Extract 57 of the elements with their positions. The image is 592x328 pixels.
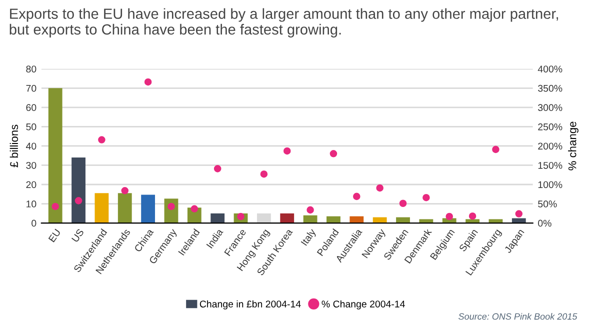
bar xyxy=(72,158,86,224)
bar xyxy=(326,216,340,224)
point xyxy=(74,197,82,204)
y2-tick-label: 50% xyxy=(538,200,557,208)
point xyxy=(353,192,360,200)
y-tick-label: 10 xyxy=(26,200,36,208)
point xyxy=(446,212,453,220)
bar xyxy=(141,194,156,224)
point xyxy=(214,165,222,172)
bar xyxy=(210,213,225,224)
bar xyxy=(419,219,434,224)
source-note: Source: ONS Pink Book 2015 xyxy=(458,313,578,320)
y2-tick-label: 350% xyxy=(538,84,562,92)
bar xyxy=(303,215,318,224)
y2-tick-label: 250% xyxy=(538,123,562,130)
y2-tick-label: 0% xyxy=(538,220,552,227)
point xyxy=(515,210,523,218)
legend-label: Change in £bn 2004-14 xyxy=(200,300,301,310)
point xyxy=(98,136,106,144)
point xyxy=(399,200,407,208)
y2-tick-label: 150% xyxy=(538,162,562,169)
bar xyxy=(350,216,364,224)
y-tick-label: 30 xyxy=(26,162,36,169)
point xyxy=(144,78,152,86)
y-tick-label: 60 xyxy=(26,104,36,112)
point xyxy=(422,194,430,202)
bar xyxy=(512,218,526,224)
y-tick-label: 50 xyxy=(26,123,36,130)
legend-label: % Change 2004-14 xyxy=(322,300,405,310)
bar xyxy=(280,213,294,224)
point xyxy=(52,202,59,210)
y-tick-label: 70 xyxy=(26,84,36,92)
bar xyxy=(256,213,271,224)
y2-tick-label: 200% xyxy=(538,142,562,150)
y2-tick-label: 100% xyxy=(538,181,562,188)
point xyxy=(260,170,268,178)
point xyxy=(306,206,314,214)
point xyxy=(468,212,476,220)
point xyxy=(283,147,291,155)
y2-tick-label: 300% xyxy=(538,104,562,112)
point xyxy=(492,146,500,154)
point xyxy=(330,150,338,158)
bar xyxy=(48,88,62,224)
y2-axis-title: % change xyxy=(568,122,578,170)
y-tick-label: 80 xyxy=(26,66,36,72)
bar xyxy=(118,193,132,224)
bar xyxy=(94,193,109,224)
point xyxy=(190,205,198,212)
y-axis-title: £ billions xyxy=(10,124,18,168)
y2-tick-label: 400% xyxy=(538,66,562,72)
y-tick-label: 0 xyxy=(32,220,36,227)
chart-title: Exports to the EU have increased by a larger amount than to any other major partner, but exports to China have been the fastest growing. xyxy=(10,8,558,38)
y-tick-label: 20 xyxy=(26,181,36,188)
y-tick-label: 40 xyxy=(26,142,36,150)
x-tick-label: EU xyxy=(48,228,61,242)
point xyxy=(121,187,129,194)
point xyxy=(376,184,384,192)
